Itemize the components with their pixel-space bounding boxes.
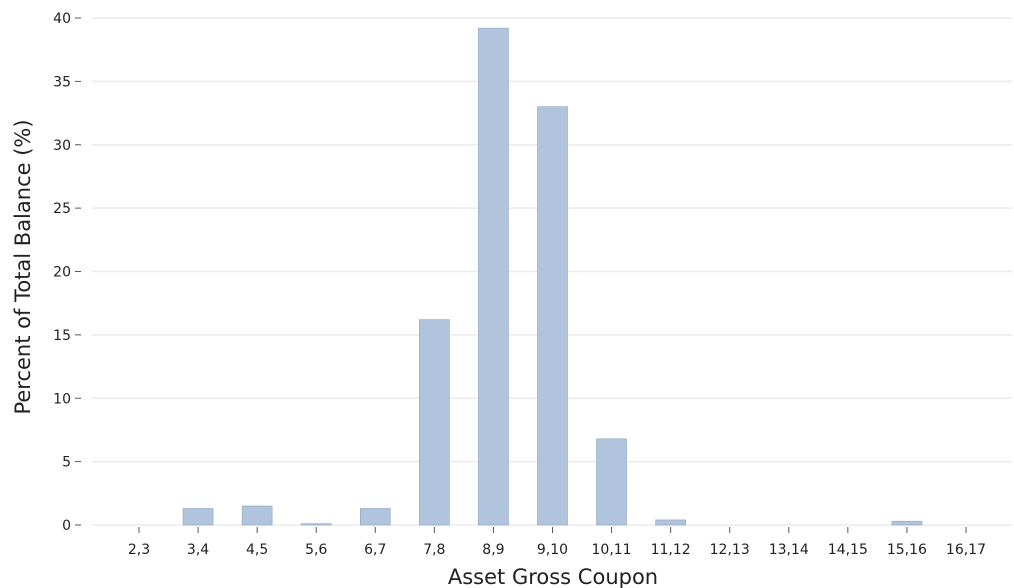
y-tick-label: 0 — [62, 518, 71, 534]
bar-11-12 — [655, 519, 686, 526]
bar-10-11 — [596, 438, 627, 526]
bar-7-8 — [419, 319, 450, 526]
x-tick-label: 6,7 — [364, 542, 386, 558]
y-tick-label: 30 — [53, 138, 71, 154]
bars — [182, 27, 923, 526]
x-tick-label: 15,16 — [887, 542, 927, 558]
y-tick-label: 15 — [53, 328, 71, 344]
y-axis-ticks: 0 5 10 15 20 25 30 35 40 — [53, 11, 81, 534]
bar-4-5 — [241, 505, 273, 526]
bar-9-10 — [537, 106, 568, 526]
y-tick-label: 5 — [62, 455, 71, 471]
bar-15-16 — [891, 520, 923, 526]
bar-3-4 — [182, 508, 214, 526]
x-tick-label: 3,4 — [187, 542, 209, 558]
bar-5-6 — [300, 523, 332, 526]
bar-6-7 — [359, 508, 391, 526]
y-tick-label: 35 — [53, 74, 71, 90]
x-tick-label: 5,6 — [305, 542, 327, 558]
x-tick-label: 12,13 — [710, 542, 750, 558]
x-tick-label: 16,17 — [946, 542, 986, 558]
x-tick-label: 7,8 — [423, 542, 445, 558]
y-tick-label: 40 — [53, 11, 71, 27]
x-tick-label: 2,3 — [128, 542, 150, 558]
x-tick-label: 11,12 — [651, 542, 691, 558]
y-axis-label: Percent of Total Balance (%) — [11, 119, 35, 414]
x-axis-ticks: 2,3 3,4 4,5 5,6 6,7 7,8 8,9 9,10 10,11 11,12 12,13… — [128, 527, 986, 558]
bar-8-9 — [478, 27, 509, 526]
x-axis-label: Asset Gross Coupon — [448, 565, 658, 588]
x-tick-label: 8,9 — [482, 542, 504, 558]
x-tick-label: 9,10 — [537, 542, 568, 558]
x-tick-label: 10,11 — [592, 542, 632, 558]
y-tick-label: 20 — [53, 265, 71, 281]
y-tick-label: 25 — [53, 201, 71, 217]
x-tick-label: 13,14 — [769, 542, 809, 558]
x-tick-label: 4,5 — [246, 542, 268, 558]
x-tick-label: 14,15 — [828, 542, 868, 558]
y-tick-label: 10 — [53, 391, 71, 407]
